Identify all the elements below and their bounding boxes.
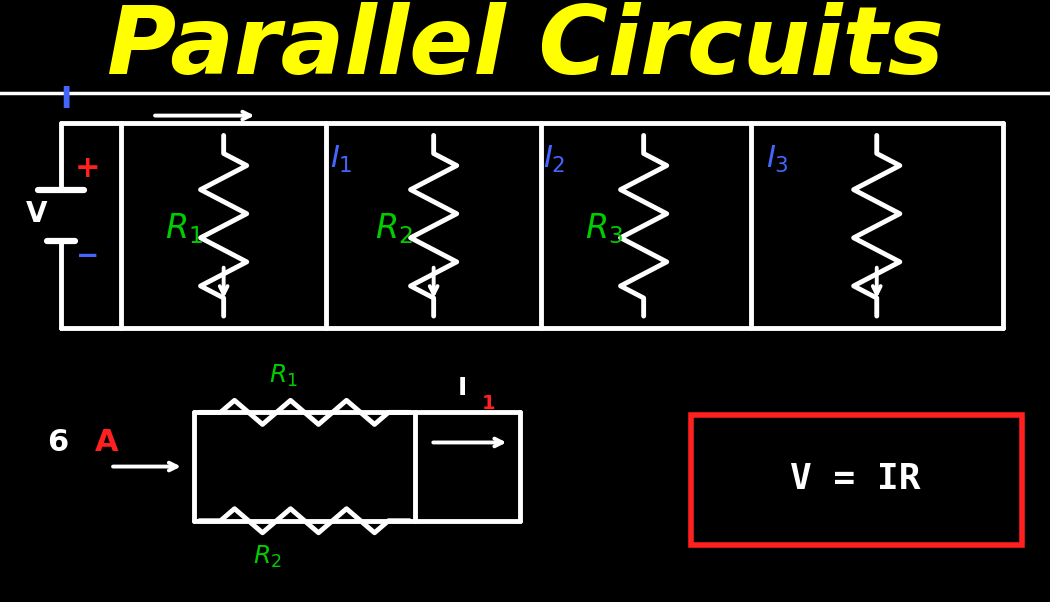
Bar (691, 415, 1022, 545)
Text: V: V (26, 200, 47, 228)
Text: $I_1$: $I_1$ (330, 144, 353, 175)
Text: 1: 1 (482, 394, 495, 413)
Text: −: − (76, 242, 99, 270)
Text: $I_2$: $I_2$ (543, 144, 566, 175)
Text: $R_2$: $R_2$ (375, 211, 413, 246)
Text: +: + (75, 154, 100, 183)
Text: V = IR: V = IR (791, 462, 921, 495)
Text: $R_1$: $R_1$ (165, 211, 203, 246)
Text: $I_3$: $I_3$ (765, 144, 789, 175)
Text: 6: 6 (47, 428, 68, 457)
Text: I: I (458, 376, 466, 400)
Text: $R_2$: $R_2$ (253, 544, 282, 570)
Text: A: A (94, 428, 118, 457)
Text: Parallel Circuits: Parallel Circuits (106, 2, 944, 94)
Text: $R_3$: $R_3$ (585, 211, 623, 246)
Text: $R_1$: $R_1$ (269, 363, 298, 389)
Text: I: I (61, 85, 71, 114)
